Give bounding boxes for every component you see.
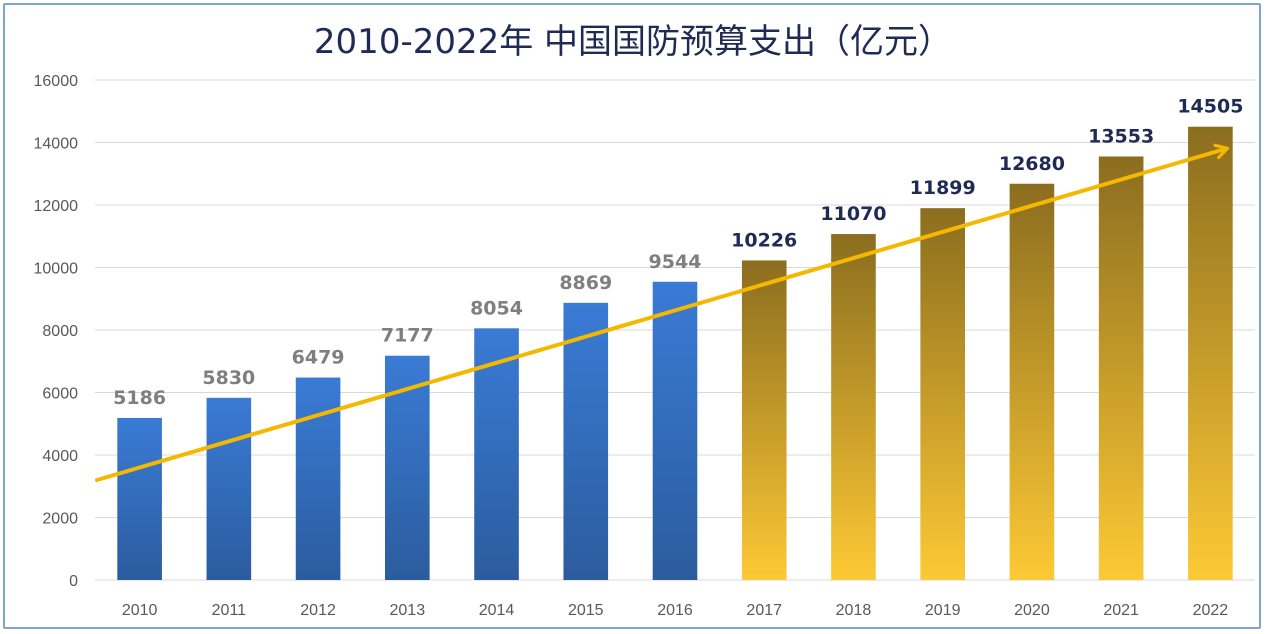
x-tick-label: 2010 <box>122 602 158 619</box>
chart-title: 2010-2022年 中国国防预算支出（亿元） <box>313 22 953 62</box>
x-tick-label: 2014 <box>479 602 515 619</box>
y-tick-label: 10000 <box>34 261 79 278</box>
x-tick-label: 2022 <box>1193 602 1229 619</box>
bar-2018 <box>831 234 876 580</box>
bar-2012 <box>295 377 341 580</box>
data-label-2022: 14505 <box>1177 96 1243 118</box>
data-label-2014: 8054 <box>470 297 523 319</box>
data-label-2020: 12680 <box>999 153 1065 175</box>
y-tick-label: 12000 <box>34 198 79 215</box>
x-tick-label: 2019 <box>925 602 961 619</box>
bar-2015 <box>563 302 609 580</box>
y-tick-label: 14000 <box>34 136 79 153</box>
bar-2017 <box>741 260 787 580</box>
x-tick-label: 2013 <box>390 602 426 619</box>
data-label-2016: 9544 <box>649 251 702 273</box>
data-label-2015: 8869 <box>559 272 612 294</box>
x-tick-label: 2015 <box>568 602 604 619</box>
y-tick-label: 2000 <box>42 511 78 528</box>
trend-layer <box>95 143 1230 482</box>
data-label-2018: 11070 <box>820 203 886 225</box>
data-label-2017: 10226 <box>731 229 797 251</box>
grid-layer: 0 2000 4000 6000 8000 10000 12000 14000 16000 <box>34 73 1255 590</box>
bar-2016 <box>652 281 698 580</box>
label-layer: 5186 2010 5830 2011 6479 2012 7177 2013 8054 2014… <box>113 96 1243 619</box>
trend-arrow <box>95 143 1230 482</box>
x-tick-label: 2020 <box>1014 602 1050 619</box>
x-tick-label: 2018 <box>836 602 872 619</box>
bar-2010 <box>117 417 162 580</box>
y-tick-label: 6000 <box>42 386 78 403</box>
data-label-2019: 11899 <box>910 177 976 199</box>
bar-2022 <box>1188 126 1233 580</box>
x-tick-label: 2011 <box>212 602 247 619</box>
data-label-2012: 6479 <box>292 347 345 369</box>
y-tick-label: 8000 <box>42 323 78 340</box>
y-tick-label: 4000 <box>42 448 78 465</box>
bar-2020 <box>1009 183 1055 580</box>
x-tick-label: 2017 <box>746 602 782 619</box>
bar-layer <box>117 126 1233 580</box>
y-tick-label: 0 <box>69 573 78 590</box>
bar-2021 <box>1098 156 1144 580</box>
bar-2014 <box>474 328 519 580</box>
y-tick-label: 16000 <box>34 73 79 90</box>
data-label-2010: 5186 <box>113 387 166 409</box>
x-tick-label: 2012 <box>300 602 336 619</box>
bar-2019 <box>920 208 965 580</box>
data-label-2013: 7177 <box>381 325 434 347</box>
x-tick-label: 2021 <box>1103 602 1139 619</box>
x-tick-label: 2016 <box>657 602 693 619</box>
data-label-2021: 13553 <box>1088 125 1154 147</box>
bar-2011 <box>206 397 252 580</box>
data-label-2011: 5830 <box>202 367 255 389</box>
